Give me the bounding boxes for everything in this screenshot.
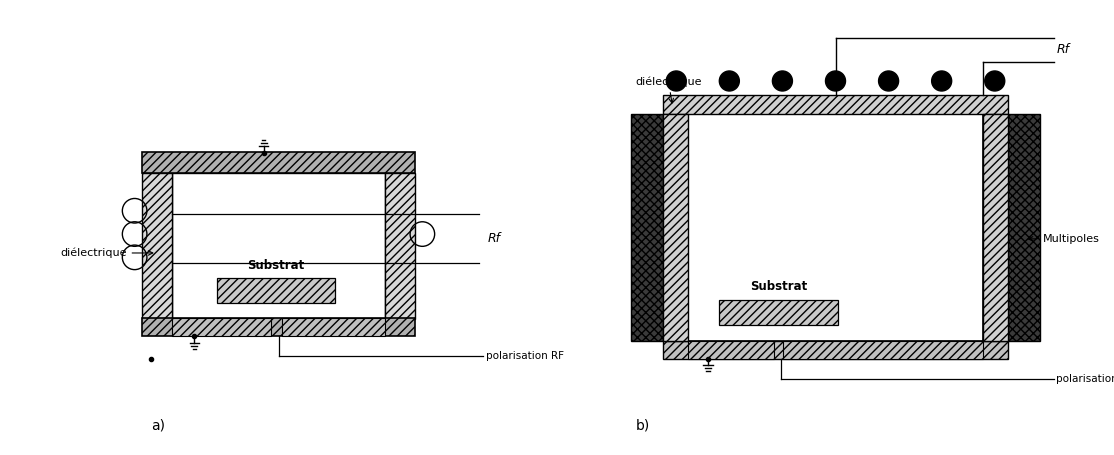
Circle shape	[825, 71, 846, 91]
Bar	[282, 318, 385, 336]
Circle shape	[985, 71, 1005, 91]
Text: polarisation RF: polarisation RF	[486, 351, 564, 361]
Bar	[141, 173, 172, 318]
Bar	[984, 114, 1008, 341]
Bar	[783, 341, 984, 359]
Bar	[687, 341, 774, 359]
Bar	[720, 300, 838, 325]
Text: Multipoles: Multipoles	[1028, 234, 1100, 244]
Text: Substrat: Substrat	[750, 280, 808, 293]
Bar	[663, 341, 1008, 359]
Circle shape	[666, 71, 686, 91]
Circle shape	[772, 71, 792, 91]
Bar	[141, 152, 416, 173]
Text: b): b)	[635, 418, 649, 432]
Bar	[141, 318, 416, 336]
Bar	[663, 114, 687, 341]
Text: Substrat: Substrat	[247, 259, 305, 272]
Circle shape	[931, 71, 951, 91]
Text: polarisation RF: polarisation RF	[1056, 374, 1114, 384]
Bar	[631, 114, 663, 341]
Bar	[1008, 114, 1040, 341]
Text: diélectrique: diélectrique	[635, 76, 702, 103]
Circle shape	[879, 71, 899, 91]
Bar	[687, 114, 984, 341]
Text: Rf: Rf	[488, 232, 501, 245]
Bar	[385, 173, 416, 318]
Text: diélectrique: diélectrique	[60, 248, 153, 258]
Circle shape	[720, 71, 740, 91]
Bar	[172, 173, 385, 318]
Text: a): a)	[152, 418, 165, 432]
Bar	[217, 278, 335, 303]
Text: Rf: Rf	[1056, 43, 1069, 56]
Bar	[663, 95, 1008, 114]
Bar	[172, 318, 271, 336]
